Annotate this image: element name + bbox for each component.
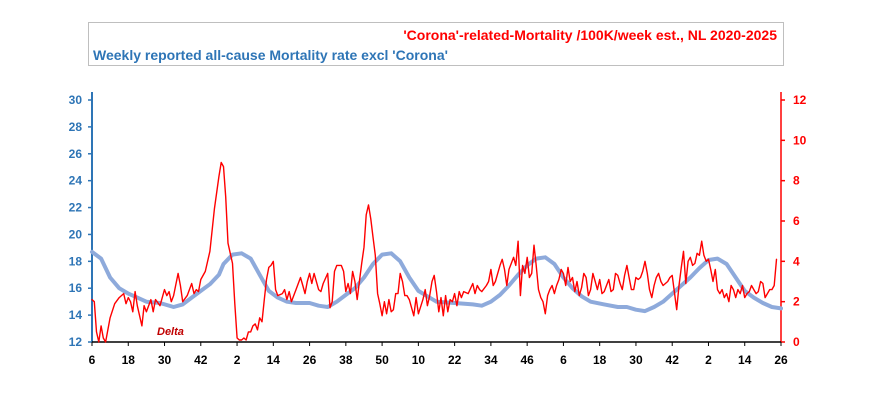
x-tick-label: 18 (122, 353, 136, 367)
x-tick-label: 26 (303, 353, 317, 367)
x-tick-label: 18 (593, 353, 607, 367)
right-tick-label: 10 (793, 133, 807, 147)
x-tick-label: 14 (738, 353, 752, 367)
x-tick-label: 50 (375, 353, 389, 367)
x-tick-label: 30 (158, 353, 172, 367)
axes (88, 92, 785, 346)
x-tick-label: 6 (560, 353, 567, 367)
left-tick-label: 26 (69, 147, 83, 161)
left-tick-label: 22 (69, 201, 83, 215)
x-tick-label: 6 (89, 353, 96, 367)
x-tick-label: 42 (194, 353, 208, 367)
all-cause-mortality-line (90, 249, 783, 314)
x-tick-label: 26 (774, 353, 788, 367)
right-tick-label: 8 (793, 174, 800, 188)
corona-mortality-line (91, 161, 778, 343)
left-tick-label: 28 (69, 120, 83, 134)
right-tick-label: 0 (793, 335, 800, 349)
right-tick-label: 6 (793, 214, 800, 228)
blue-series (90, 249, 783, 314)
legend-corona-mortality: 'Corona'-related-Mortality /100K/week es… (403, 27, 777, 43)
x-tick-label: 2 (234, 353, 241, 367)
left-tick-label: 20 (69, 227, 83, 241)
legend-box: 'Corona'-related-Mortality /100K/week es… (88, 22, 784, 66)
x-tick-label: 14 (267, 353, 281, 367)
x-tick-label: 42 (666, 353, 680, 367)
left-tick-label: 18 (69, 254, 83, 268)
left-tick-label: 14 (69, 308, 83, 322)
left-tick-label: 24 (69, 174, 83, 188)
right-tick-label: 2 (793, 295, 800, 309)
left-tick-label: 30 (69, 93, 83, 107)
x-tick-label: 22 (448, 353, 462, 367)
left-tick-label: 16 (69, 281, 83, 295)
right-tick-label: 12 (793, 93, 807, 107)
x-tick-label: 30 (629, 353, 643, 367)
legend-all-cause-mortality: Weekly reported all-cause Mortality rate… (93, 47, 448, 63)
delta-annotation: Delta (157, 326, 184, 338)
x-tick-label: 38 (339, 353, 353, 367)
red-series (91, 161, 778, 343)
x-tick-label: 46 (520, 353, 534, 367)
left-tick-label: 12 (69, 335, 83, 349)
x-tick-label: 10 (412, 353, 426, 367)
x-tick-label: 34 (484, 353, 498, 367)
x-tick-label: 2 (705, 353, 712, 367)
right-tick-label: 4 (793, 254, 800, 268)
